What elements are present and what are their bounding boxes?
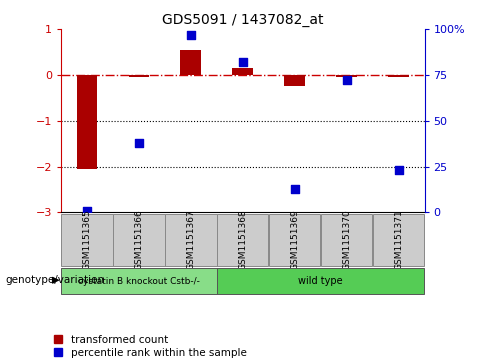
Text: wild type: wild type: [298, 276, 343, 286]
Bar: [388, 75, 409, 77]
Bar: [181, 50, 201, 75]
Legend: transformed count, percentile rank within the sample: transformed count, percentile rank withi…: [54, 335, 246, 358]
Point: [239, 59, 246, 65]
Point: [395, 167, 403, 173]
Text: GSM1151370: GSM1151370: [342, 209, 351, 270]
FancyBboxPatch shape: [217, 268, 424, 294]
FancyBboxPatch shape: [61, 213, 113, 266]
Text: genotype/variation: genotype/variation: [5, 275, 104, 285]
Text: GSM1151368: GSM1151368: [238, 209, 247, 270]
Text: GSM1151367: GSM1151367: [186, 209, 195, 270]
Text: GSM1151366: GSM1151366: [134, 209, 143, 270]
FancyBboxPatch shape: [217, 213, 268, 266]
FancyBboxPatch shape: [373, 213, 424, 266]
Bar: [128, 75, 149, 77]
Text: cystatin B knockout Cstb-/-: cystatin B knockout Cstb-/-: [78, 277, 200, 286]
Title: GDS5091 / 1437082_at: GDS5091 / 1437082_at: [162, 13, 324, 26]
FancyBboxPatch shape: [165, 213, 217, 266]
FancyBboxPatch shape: [321, 213, 372, 266]
Point: [135, 140, 143, 146]
Point: [83, 208, 91, 213]
FancyBboxPatch shape: [269, 213, 321, 266]
FancyBboxPatch shape: [61, 268, 217, 294]
FancyBboxPatch shape: [113, 213, 164, 266]
Point: [343, 77, 350, 83]
Bar: [285, 75, 305, 86]
Point: [291, 185, 299, 191]
Bar: [232, 68, 253, 75]
Point: [187, 32, 195, 37]
Text: GSM1151371: GSM1151371: [394, 209, 403, 270]
Text: GSM1151369: GSM1151369: [290, 209, 299, 270]
Bar: [336, 75, 357, 77]
Text: GSM1151365: GSM1151365: [82, 209, 91, 270]
Bar: [77, 75, 98, 169]
